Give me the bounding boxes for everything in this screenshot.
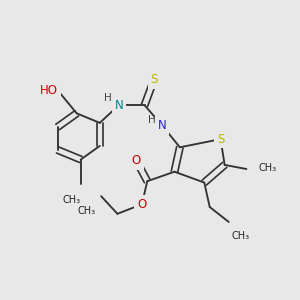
Text: CH₃: CH₃ bbox=[78, 206, 96, 216]
Text: S: S bbox=[150, 73, 158, 86]
Text: CH₃: CH₃ bbox=[232, 231, 250, 242]
Text: HO: HO bbox=[40, 84, 58, 97]
Text: S: S bbox=[217, 133, 224, 146]
Text: CH₃: CH₃ bbox=[258, 164, 276, 173]
Text: O: O bbox=[132, 154, 141, 167]
Text: N: N bbox=[158, 119, 167, 132]
Text: H: H bbox=[104, 93, 112, 103]
Text: O: O bbox=[137, 198, 146, 211]
Text: H: H bbox=[148, 115, 155, 125]
Text: CH₃: CH₃ bbox=[63, 195, 81, 205]
Text: N: N bbox=[114, 99, 123, 112]
